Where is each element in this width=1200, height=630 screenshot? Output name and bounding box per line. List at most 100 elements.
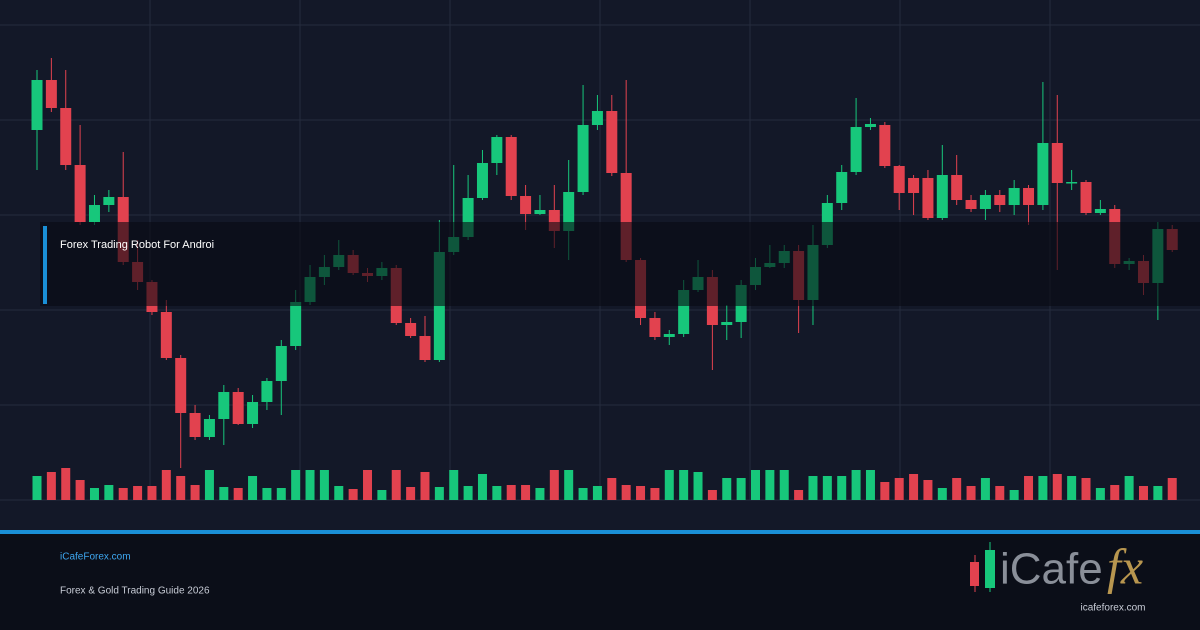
volume-bar [118, 488, 128, 500]
candle-body [74, 165, 86, 222]
volume-bar [521, 485, 531, 500]
candle-body [879, 125, 891, 166]
volume-bar [463, 486, 473, 500]
candle-body [203, 419, 215, 437]
candle-body [965, 200, 977, 209]
volume-bar [161, 470, 171, 500]
volume-bar [1067, 476, 1077, 500]
volume-bar [952, 478, 962, 500]
volume-bar [578, 488, 588, 500]
volume-bar [406, 487, 416, 500]
volume-bar [75, 480, 85, 500]
volume-bar [32, 476, 42, 500]
volume-bar [765, 470, 775, 500]
candle-body [462, 198, 474, 237]
volume-bar [779, 470, 789, 500]
volume-bar [377, 490, 387, 500]
candle-body [405, 323, 417, 336]
candle-body [175, 358, 187, 413]
candle-body [836, 172, 848, 203]
candle-body [491, 137, 503, 163]
overlay-accent [43, 226, 47, 304]
candle-body [678, 290, 690, 334]
volume-bar [219, 487, 229, 500]
candle-body [1023, 188, 1035, 205]
volume-bar [1124, 476, 1134, 500]
logo-url: icafeforex.com [1080, 603, 1145, 614]
volume-bar [1167, 478, 1177, 500]
candle-body [563, 192, 575, 231]
candle-body [577, 125, 589, 192]
candle-body [31, 80, 43, 130]
volume-bar [1153, 486, 1163, 500]
candle-body [88, 205, 100, 222]
candle-body [606, 111, 618, 173]
volume-bar [434, 487, 444, 500]
candle-body [520, 196, 532, 214]
volume-bar [147, 486, 157, 500]
footer-site: iCafeForex.com [60, 552, 131, 563]
volume-bar [492, 486, 502, 500]
volume-bar [477, 474, 487, 500]
volume-bar [822, 476, 832, 500]
volume-bar [535, 488, 545, 500]
volume-bar [722, 478, 732, 500]
volume-bar [549, 470, 559, 500]
candle-body [649, 318, 661, 337]
volume-bar [190, 485, 200, 500]
candle-body [1080, 182, 1092, 213]
footer-bg [0, 534, 1200, 630]
volume-bar [865, 470, 875, 500]
candle-body [232, 392, 244, 424]
volume-bar [880, 482, 890, 500]
volume-bar [679, 470, 689, 500]
candle-body [45, 80, 57, 108]
volume-bar [1081, 478, 1091, 500]
candle-body [189, 413, 201, 437]
volume-bar [248, 476, 258, 500]
volume-bar [291, 470, 301, 500]
volume-bar [363, 470, 373, 500]
volume-bar [937, 488, 947, 500]
volume-bar [1138, 486, 1148, 500]
candle-body [160, 312, 172, 358]
volume-bar [334, 486, 344, 500]
volume-bar [104, 485, 114, 500]
volume-bar [592, 486, 602, 500]
candle-body [1094, 209, 1106, 213]
overlay-label: Forex Trading Robot For Androi [60, 239, 214, 251]
volume-bar [176, 476, 186, 500]
volume-bar [909, 474, 919, 500]
volume-bar [650, 488, 660, 500]
volume-bar [420, 472, 430, 500]
candle-body [1051, 143, 1063, 183]
candle-body [994, 195, 1006, 205]
volume-bar [664, 470, 674, 500]
volume-bar [851, 470, 861, 500]
candle-body [103, 197, 115, 205]
volume-bar [751, 470, 760, 500]
volume-bar [89, 488, 99, 500]
candle-body [534, 210, 546, 214]
volume-bar [693, 472, 703, 500]
volume-bar [607, 478, 617, 500]
volume-bar [736, 478, 746, 500]
volume-bar [794, 490, 804, 500]
volume-bar [319, 470, 329, 500]
candle-body [505, 137, 517, 196]
candle-body [591, 111, 603, 125]
volume-bar [262, 488, 272, 500]
candle-body [663, 334, 675, 337]
volume-bar [233, 488, 243, 500]
volume-bar [923, 480, 933, 500]
volume-bar [636, 486, 646, 500]
volume-bar [1110, 485, 1120, 500]
candle-body [1008, 188, 1020, 205]
volume-bar [506, 485, 516, 500]
candle-body [218, 392, 230, 419]
label-overlay [40, 222, 1200, 306]
candle-body [275, 346, 287, 381]
volume-bar [391, 470, 401, 500]
